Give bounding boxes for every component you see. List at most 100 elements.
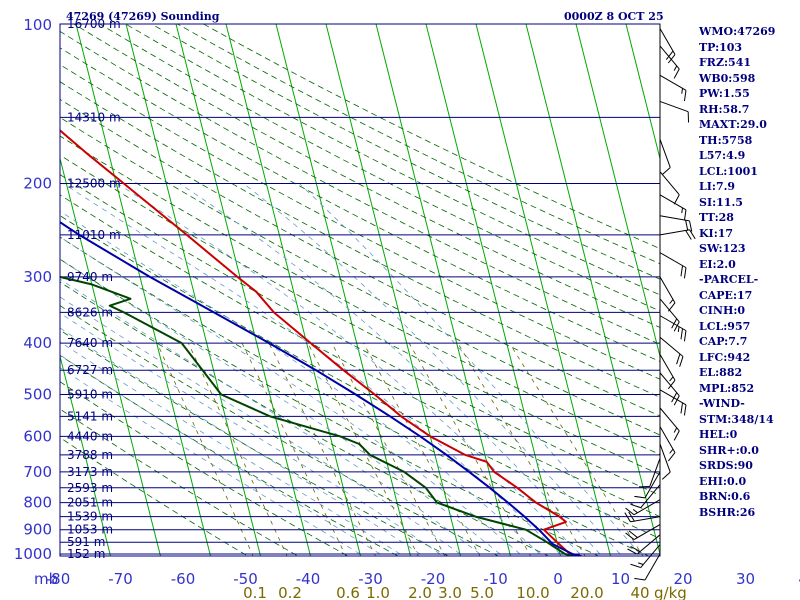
wind-barb: [659, 354, 676, 390]
temperature-profile: [60, 129, 582, 556]
moist-adiabat-line: [299, 183, 641, 555]
sounding-time: 0000Z 8 OCT 25: [564, 10, 664, 23]
index-row: BSHR:26: [699, 505, 756, 519]
index-row: MPL:852: [699, 381, 755, 395]
wind-barb-feather: [683, 267, 687, 279]
wind-barb-feather: [683, 209, 687, 221]
wind-barb-staff: [630, 516, 661, 523]
grid-lines: [60, 24, 660, 556]
wind-barb-feather: [667, 379, 676, 390]
dry-adiabat-line: [73, 24, 660, 328]
wind-barb: [659, 426, 676, 462]
height-label: 8626 m: [67, 305, 113, 319]
wind-barb-staff: [659, 215, 690, 222]
wind-barb-half-feather: [673, 65, 678, 71]
wind-barb-feather: [625, 532, 635, 540]
wind-barb-staff: [640, 484, 661, 508]
index-row: CINH:0: [699, 304, 746, 317]
index-row: TT:28: [699, 211, 734, 224]
wind-barb: [634, 553, 661, 581]
wind-barb-staff: [636, 534, 661, 555]
pressure-tick-label: 800: [23, 494, 52, 512]
wind-barb-staff: [659, 389, 687, 406]
moist-adiabat-line: [60, 354, 381, 555]
temperature-tick-label: 20: [673, 570, 692, 588]
index-row: PW:1.55: [699, 87, 750, 100]
pressure-tick-label: 600: [23, 427, 52, 445]
index-row: WB0:598: [699, 71, 756, 85]
height-label: 16700 m: [67, 17, 121, 31]
wind-barb-half-feather: [681, 207, 684, 214]
wind-barb-feather: [661, 167, 671, 176]
wind-barb-feather: [627, 548, 638, 555]
dry-adiabat-line: [60, 329, 449, 556]
wind-barb-staff: [659, 171, 680, 196]
wind-barb-half-feather: [669, 376, 674, 382]
height-label: 3173 m: [67, 465, 113, 479]
wind-barb: [630, 544, 661, 569]
wind-barb-staff: [649, 458, 661, 487]
dry-adiabat-line: [60, 47, 660, 362]
height-label: 12500 m: [67, 177, 121, 191]
wind-barb: [659, 74, 687, 102]
pressure-tick-label: 1000: [14, 545, 52, 563]
index-row: EI:2.0: [699, 257, 736, 271]
index-row: SRDS:90: [699, 459, 753, 472]
wind-barb-staff: [659, 315, 687, 332]
wind-barb-staff: [659, 139, 671, 168]
wind-barb-staff: [659, 407, 680, 432]
index-row: TP:103: [699, 40, 743, 54]
wind-barb-feather: [628, 511, 635, 522]
isotherm-line: [475, 24, 612, 556]
wind-barb-feather: [676, 353, 681, 365]
isotherm-line: [125, 24, 262, 556]
temperature-tick-label: 0: [553, 570, 563, 588]
wind-barb-feather: [673, 430, 680, 441]
dry-adiabat-line: [60, 437, 249, 556]
dry-adiabat-line: [60, 408, 299, 556]
wind-barb-feather: [667, 452, 676, 462]
mixing-ratio-tick-label: 2.0: [408, 584, 432, 600]
isotherm-line: [425, 24, 562, 556]
pressure-tick-label: 900: [23, 521, 52, 539]
dry-adiabat-line: [60, 305, 500, 556]
temperature-tick-label: -70: [108, 570, 133, 588]
height-label: 2593 m: [67, 481, 113, 495]
wind-barb-staff: [659, 28, 676, 55]
index-row: SW:123: [699, 242, 746, 255]
mixing-ratio-tick-label: 1.0: [366, 584, 390, 600]
index-row: -PARCEL-: [699, 273, 759, 286]
wind-barb: [659, 45, 680, 79]
temperature-tick-label: 10: [611, 570, 630, 588]
stability-index-panel: WMO:47269 TP:103 FRZ:541 WB0:598 PW:1.55 RH:5…: [699, 24, 799, 520]
wind-barb-staff: [659, 100, 689, 113]
dry-adiabat-line: [60, 154, 660, 476]
wind-barb: [659, 139, 671, 176]
wind-barb-feather: [680, 265, 684, 277]
index-row: CAPE:17: [699, 288, 753, 302]
mixing-ratio-tick-label: 10.0: [516, 584, 549, 600]
wind-barb-feather: [679, 356, 684, 367]
index-row: LCL:957: [699, 319, 751, 333]
wind-barb-half-feather: [669, 448, 674, 454]
index-row: SI:11.5: [699, 195, 743, 209]
wind-barb: [630, 484, 661, 509]
index-row: WMO:47269: [699, 25, 776, 38]
isotherm-line: [60, 354, 112, 556]
wind-barb-staff: [659, 45, 680, 70]
mixing-ratio-tick-label: 5.0: [470, 584, 494, 600]
height-label: 1539 m: [67, 510, 113, 524]
wind-barb-feather: [689, 229, 696, 240]
temperature-tick-label: -60: [171, 570, 196, 588]
index-row: BRN:0.6: [699, 490, 751, 503]
height-label: 4440 m: [67, 429, 113, 443]
index-row: LFC:942: [699, 350, 751, 364]
wind-barb-staff: [659, 252, 687, 269]
wind-barb: [634, 471, 661, 499]
mixing-ratio-tick-label: 0.6: [336, 584, 360, 600]
index-row: EHI:0.0: [699, 474, 747, 488]
wind-barb: [625, 524, 661, 541]
wind-barb-half-feather: [632, 509, 638, 514]
wind-barb-feather: [665, 50, 674, 60]
